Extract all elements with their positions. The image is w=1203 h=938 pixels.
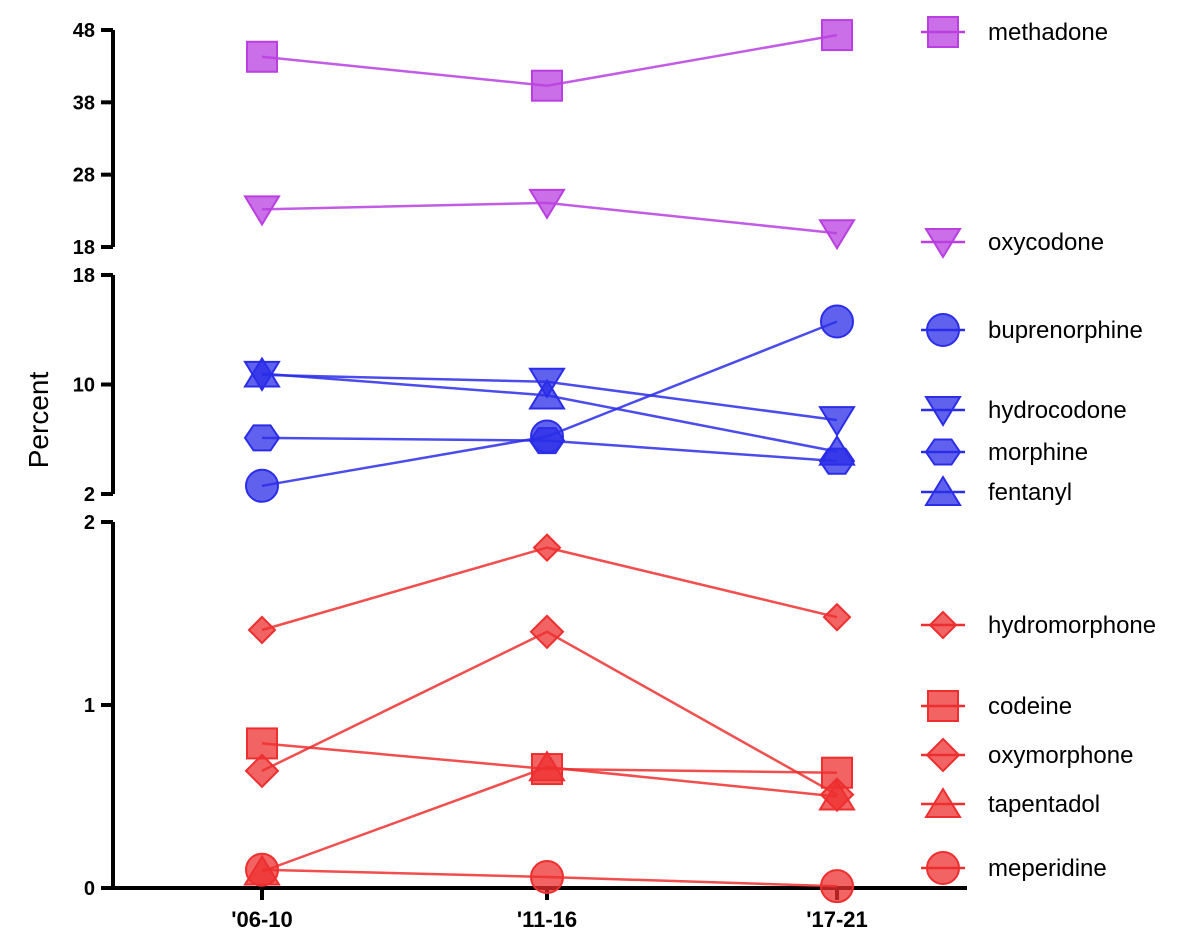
series-meperidine (245, 852, 854, 904)
y-tick-label: 0 (84, 878, 95, 900)
data-point-methadone (246, 40, 278, 73)
legend-item-morphine: morphine (921, 438, 1088, 466)
legend-label: oxymorphone (988, 742, 1133, 769)
legend-item-buprenorphine: buprenorphine (921, 313, 1143, 347)
data-point-morphine (243, 424, 281, 452)
x-tick-label: '11-16 (517, 907, 577, 932)
x-tick-label: '06-10 (231, 907, 293, 932)
legend-item-methadone: methadone (921, 16, 1108, 48)
data-point-tapentadol (528, 750, 566, 782)
legend-label: morphine (988, 439, 1088, 466)
data-point-morphine (528, 427, 566, 455)
series-oxycodone (243, 188, 856, 251)
data-point-hydromorphone (247, 615, 277, 645)
y-tick-label: 28 (73, 165, 95, 187)
legend-label: hydrocodone (988, 397, 1127, 424)
y-tick-label: 48 (73, 20, 95, 42)
y-tick-label: 10 (73, 375, 95, 397)
legend-item-fentanyl: fentanyl (921, 475, 1072, 506)
legend-marker (927, 690, 959, 722)
legend: methadone oxycodone buprenorphine hydrocodo… (921, 16, 1156, 885)
legend-marker (926, 851, 960, 885)
series-fentanyl (243, 356, 856, 466)
y-tick-label: 38 (73, 92, 95, 114)
y-tick-label: 1 (84, 695, 95, 717)
data-point-meperidine (245, 852, 279, 887)
legend-marker (924, 228, 962, 259)
series-oxymorphone (244, 614, 855, 813)
legend-item-meperidine: meperidine (921, 851, 1107, 885)
legend-marker (924, 475, 962, 506)
legend-label: hydromorphone (988, 612, 1156, 639)
y-tick-label: 18 (73, 265, 95, 287)
legend-label: buprenorphine (988, 317, 1143, 344)
legend-label: tapentadol (988, 791, 1100, 818)
data-point-buprenorphine (245, 468, 279, 503)
legend-marker (924, 787, 962, 818)
data-point-hydromorphone (822, 602, 852, 632)
legend-marker (925, 737, 961, 773)
legend-label: codeine (988, 693, 1072, 720)
legend-label: meperidine (988, 855, 1107, 882)
series-methadone (246, 19, 853, 102)
data-point-tapentadol (818, 779, 856, 811)
legend-item-hydrocodone: hydrocodone (921, 396, 1127, 427)
data-point-oxycodone (243, 195, 281, 227)
data-point-oxycodone (818, 219, 856, 251)
legend-item-tapentadol: tapentadol (921, 787, 1100, 818)
data-point-hydrocodone (818, 406, 856, 438)
data-point-buprenorphine (820, 304, 854, 339)
y-tick-label: 18 (73, 237, 95, 259)
data-point-fentanyl (243, 356, 281, 388)
data-point-methadone (531, 69, 563, 102)
data-point-meperidine (530, 860, 564, 895)
data-point-oxymorphone (529, 614, 565, 650)
series-morphine (243, 424, 856, 475)
x-tick-label: '17-21 (806, 907, 868, 932)
legend-item-oxymorphone: oxymorphone (921, 737, 1133, 773)
data-point-fentanyl (818, 434, 856, 466)
legend-marker (924, 438, 962, 466)
legend-marker (924, 396, 962, 427)
legend-marker (926, 313, 960, 347)
legend-item-codeine: codeine (921, 690, 1072, 722)
legend-label: oxycodone (988, 229, 1104, 256)
y-tick-label: 2 (84, 484, 95, 506)
legend-item-oxycodone: oxycodone (921, 228, 1104, 259)
legend-marker (928, 610, 958, 640)
legend-label: fentanyl (988, 479, 1072, 506)
data-point-hydromorphone (532, 533, 562, 563)
data-point-meperidine (820, 869, 854, 904)
series-hydromorphone (247, 533, 852, 645)
legend-marker (927, 16, 959, 48)
legend-item-hydromorphone: hydromorphone (921, 610, 1156, 640)
y-axis-label: Percent (23, 372, 54, 469)
y-tick-label: 2 (84, 512, 95, 534)
data-point-oxycodone (528, 188, 566, 220)
data-point-oxymorphone (244, 753, 280, 789)
data-point-fentanyl (528, 378, 566, 410)
legend-label: methadone (988, 19, 1108, 46)
data-point-methadone (821, 19, 853, 52)
